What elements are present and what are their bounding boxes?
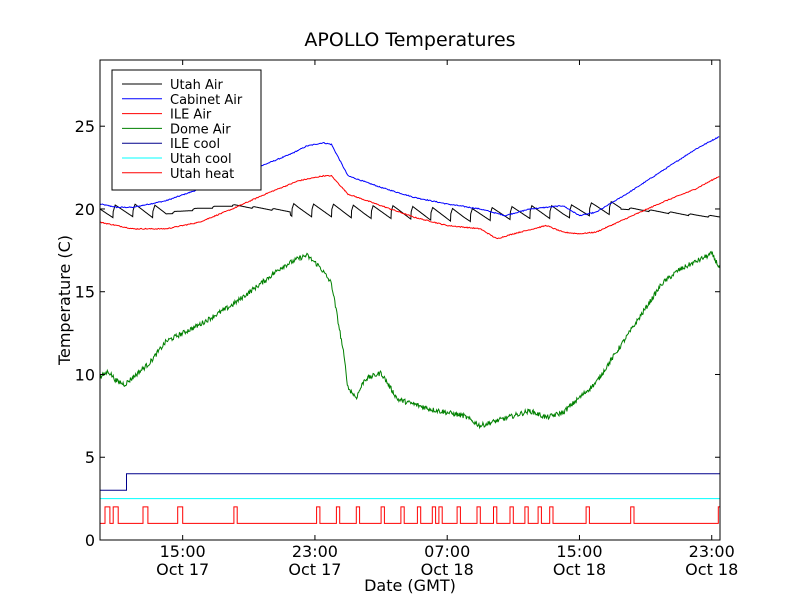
x-tick-date-label: Oct 18 (685, 560, 738, 579)
x-tick-date-label: Oct 17 (156, 560, 209, 579)
x-axis-title: Date (GMT) (364, 576, 456, 595)
y-tick-label: 0 (85, 531, 95, 550)
legend-frame (111, 69, 262, 191)
y-tick-label: 20 (75, 200, 95, 219)
y-tick-label: 5 (85, 448, 95, 467)
legend-label-ile-cool: ILE cool (170, 137, 220, 152)
legend-label-dome-air: Dome Air (170, 122, 231, 137)
x-tick-time-label: 07:00 (424, 542, 470, 561)
series-line-dome-air (99, 250, 721, 430)
series-line-utah-air (99, 200, 720, 223)
series-line-ile-cool (100, 473, 720, 491)
x-tick-date-label: Oct 18 (421, 560, 474, 579)
x-tick-date-label: Oct 18 (553, 560, 606, 579)
plot-frame (99, 59, 721, 541)
x-tick-time-label: 23:00 (689, 542, 735, 561)
y-axis-title: Temperature (C) (55, 235, 74, 366)
y-tick-label: 25 (75, 117, 95, 136)
legend-label-ile-air: ILE Air (170, 108, 212, 123)
legend-label-cabinet-air: Cabinet Air (170, 93, 243, 108)
x-tick-time-label: 15:00 (556, 542, 602, 561)
y-tick-label: 10 (75, 365, 95, 384)
x-tick-time-label: 15:00 (160, 542, 206, 561)
series-line-utah-heat (100, 506, 721, 524)
legend-label-utah-air: Utah Air (170, 78, 223, 93)
y-tick-label: 15 (75, 283, 95, 302)
x-tick-time-label: 23:00 (292, 542, 338, 561)
x-tick-date-label: Oct 17 (288, 560, 341, 579)
legend-label-utah-cool: Utah cool (170, 152, 232, 167)
chart-title: APOLLO Temperatures (304, 29, 515, 51)
legend-label-utah-heat: Utah heat (170, 167, 234, 182)
series-line-ile-air (100, 174, 720, 240)
